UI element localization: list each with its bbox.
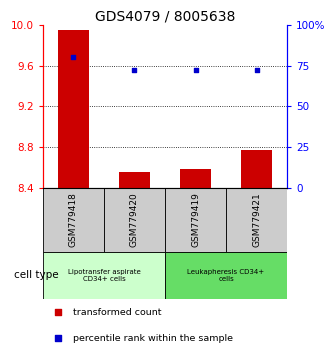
Bar bbox=[226, 188, 287, 252]
Title: GDS4079 / 8005638: GDS4079 / 8005638 bbox=[95, 10, 235, 24]
Bar bbox=[165, 252, 287, 299]
Bar bbox=[43, 188, 104, 252]
Text: GSM779418: GSM779418 bbox=[69, 193, 78, 247]
Text: GSM779421: GSM779421 bbox=[252, 193, 261, 247]
Text: cell type: cell type bbox=[14, 270, 58, 280]
Text: Leukapheresis CD34+
cells: Leukapheresis CD34+ cells bbox=[187, 269, 265, 282]
Text: percentile rank within the sample: percentile rank within the sample bbox=[73, 334, 233, 343]
Bar bbox=[180, 169, 211, 188]
Text: GSM779420: GSM779420 bbox=[130, 193, 139, 247]
Point bbox=[55, 309, 61, 315]
Point bbox=[55, 336, 61, 341]
Bar bbox=[58, 30, 89, 188]
Text: transformed count: transformed count bbox=[73, 308, 162, 317]
Point bbox=[71, 55, 76, 60]
Point bbox=[132, 68, 137, 73]
Bar bbox=[165, 188, 226, 252]
Point bbox=[193, 68, 198, 73]
Bar bbox=[104, 188, 165, 252]
Bar bbox=[241, 150, 272, 188]
Text: GSM779419: GSM779419 bbox=[191, 193, 200, 247]
Text: Lipotransfer aspirate
CD34+ cells: Lipotransfer aspirate CD34+ cells bbox=[68, 269, 140, 282]
Bar bbox=[119, 172, 150, 188]
Bar bbox=[43, 252, 165, 299]
Point bbox=[254, 68, 259, 73]
